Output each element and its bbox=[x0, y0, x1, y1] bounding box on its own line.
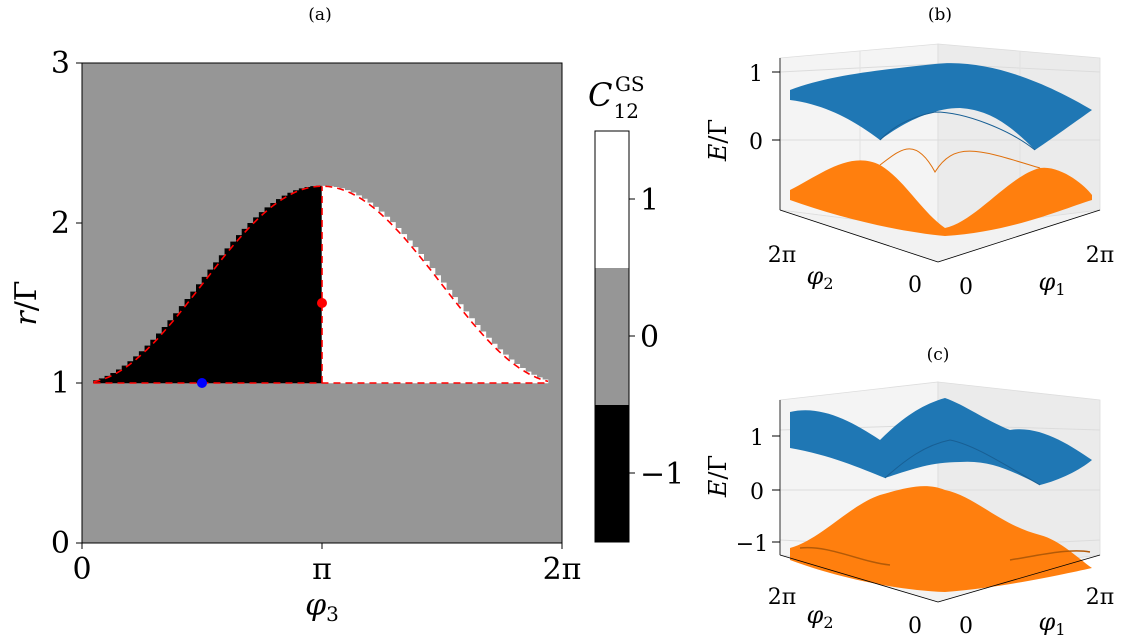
phi2-axis-label-main: φ bbox=[807, 262, 824, 290]
x-axis-label-main: φ bbox=[305, 588, 326, 623]
phi1-tick-label: 0 bbox=[959, 275, 973, 300]
colorbar-label-main: C bbox=[588, 76, 612, 114]
phi1-axis-line bbox=[937, 554, 1101, 603]
x-axis-label: φ3 bbox=[305, 588, 339, 626]
phi2-axis-label: φ2 bbox=[807, 262, 834, 293]
phi2-axis-label-sub: 2 bbox=[823, 274, 833, 293]
z-axis-label-var: E bbox=[704, 143, 732, 162]
blue-marker bbox=[197, 378, 207, 388]
phi1-tick-label: 2π bbox=[1086, 243, 1114, 268]
panel-c: (c) 1 0 −1 E/Γ 2π 0 φ2 0 2π φ1 bbox=[704, 345, 1114, 637]
markers bbox=[197, 298, 327, 388]
boundary-curve bbox=[93, 185, 549, 383]
z-tick-label: 0 bbox=[750, 480, 764, 505]
phi1-axis-label: φ1 bbox=[1039, 268, 1066, 299]
y-tick-label: 1 bbox=[51, 366, 70, 401]
upper-band-ridge bbox=[884, 439, 1041, 486]
colorbar-label-sub: 12 bbox=[613, 99, 638, 123]
colorbar-level-0 bbox=[595, 268, 629, 405]
phi1-tick-label: 0 bbox=[959, 614, 973, 637]
y-tick-label: 3 bbox=[51, 46, 70, 81]
colorbar-tick-label: −1 bbox=[640, 457, 684, 492]
phi2-tick-label: 0 bbox=[908, 614, 922, 637]
axis-ticks: 0 π 2π 0 1 2 3 bbox=[51, 46, 582, 587]
upper-band-surface bbox=[790, 398, 1092, 485]
phi2-axis-label-main: φ bbox=[807, 601, 824, 629]
phi2-tick-label: 2π bbox=[768, 243, 796, 268]
x-tick-label: 2π bbox=[543, 552, 582, 587]
phi2-axis-label: φ2 bbox=[807, 601, 834, 632]
z-axis-label-rest: /Γ bbox=[704, 119, 732, 144]
lower-band-edge bbox=[799, 546, 1091, 566]
phi2-axis-line bbox=[779, 554, 939, 603]
phi1-axis-label-main: φ bbox=[1039, 268, 1056, 296]
colorbar-label: C12 GS bbox=[588, 72, 645, 123]
panel-label-c: (c) bbox=[927, 345, 950, 365]
z-tick-label: 1 bbox=[750, 426, 764, 451]
y-axis-label-var: r bbox=[9, 310, 44, 326]
upper-band-surface bbox=[790, 63, 1092, 150]
phi1-axis-label-sub: 1 bbox=[1055, 280, 1065, 299]
panel-label-b: (b) bbox=[928, 5, 952, 25]
grid-line bbox=[779, 63, 939, 73]
red-marker bbox=[317, 298, 327, 308]
phi2-tick-label: 2π bbox=[768, 585, 796, 610]
y-axis-label: r/Γ bbox=[9, 280, 44, 325]
lower-band-ridge bbox=[879, 148, 1041, 173]
colorbar-label-sup: GS bbox=[615, 72, 645, 96]
z-tick-label: 1 bbox=[749, 62, 763, 87]
y-tick-label: 0 bbox=[51, 526, 70, 561]
phi2-tick-label: 0 bbox=[908, 273, 922, 298]
y-tick-label: 2 bbox=[51, 206, 70, 241]
z-tick-label: 0 bbox=[749, 130, 763, 155]
upper-band-ridge bbox=[879, 111, 1036, 151]
x-axis-label-sub: 3 bbox=[326, 602, 339, 626]
z-axis-label: E/Γ bbox=[704, 455, 732, 498]
phi1-axis-line bbox=[937, 209, 1101, 263]
z-axis-label: E/Γ bbox=[704, 119, 732, 162]
phi1-axis-label: φ1 bbox=[1039, 608, 1066, 637]
colorbar: −1 0 1 C12 GS bbox=[588, 72, 684, 543]
colorbar-tick-label: 1 bbox=[640, 183, 659, 218]
x-tick-label: π bbox=[312, 552, 332, 587]
lower-band-surface bbox=[790, 486, 1092, 592]
panel-label-a: (a) bbox=[308, 5, 331, 25]
colorbar-tick-label: 0 bbox=[640, 320, 659, 355]
colorbar-level-1 bbox=[595, 131, 629, 268]
heatmap-region-plus1 bbox=[321, 185, 549, 384]
z-axis-label-rest: /Γ bbox=[704, 455, 732, 480]
y-axis-label-rest: /Γ bbox=[9, 280, 44, 311]
panel-b: (b) 1 0 E/Γ 2π 0 φ2 0 2π φ1 bbox=[704, 5, 1114, 300]
phi1-axis-label-main: φ bbox=[1039, 608, 1056, 636]
colorbar-level-minus1 bbox=[595, 405, 629, 542]
phi2-axis-label-sub: 2 bbox=[823, 613, 833, 632]
z-tick-label: −1 bbox=[736, 532, 768, 557]
z-axis-label-var: E bbox=[704, 479, 732, 498]
phi1-axis-label-sub: 1 bbox=[1055, 620, 1065, 637]
phi1-tick-label: 2π bbox=[1086, 585, 1114, 610]
x-tick-label: 0 bbox=[72, 552, 91, 587]
phi2-axis-line bbox=[779, 209, 939, 263]
lower-band-surface bbox=[790, 160, 1092, 236]
